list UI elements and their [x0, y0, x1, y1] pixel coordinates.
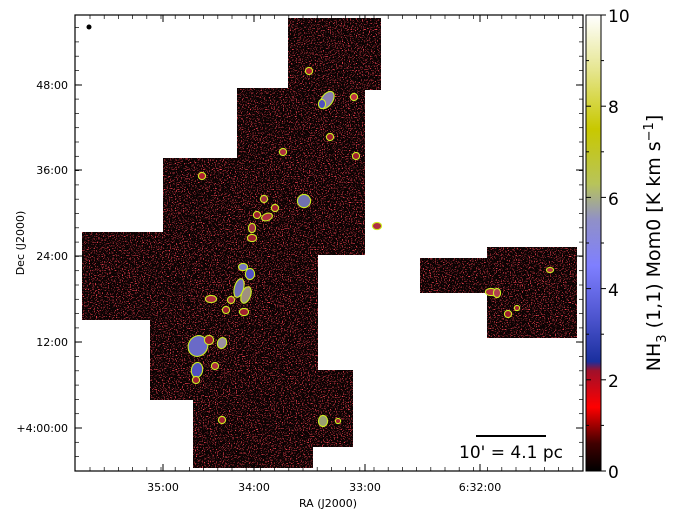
- emission-clump: [238, 307, 250, 317]
- emission-clump: [349, 92, 359, 102]
- scale-bar-label: 10' = 4.1 pc: [459, 443, 563, 463]
- emission-clump: [187, 335, 209, 357]
- colorbar-tick-label: 4: [608, 281, 619, 301]
- y-tick-label: +4:00:00: [16, 422, 68, 435]
- emission-clump: [296, 193, 312, 209]
- emission-clump: [240, 286, 252, 304]
- emission-clump: [317, 414, 329, 428]
- emission-clump: [503, 309, 513, 319]
- x-tick-labels: 35:00 34:00 33:00 6:32:00: [147, 481, 501, 494]
- emission-clump: [351, 151, 361, 161]
- y-tick-label: 24:00: [36, 250, 68, 263]
- emission-clump: [226, 295, 236, 305]
- emission-clump: [237, 262, 249, 272]
- beam-marker: [86, 24, 92, 30]
- emission-clump: [334, 417, 342, 425]
- y-tick-label: 48:00: [36, 79, 68, 92]
- colorbar-ticks: [586, 14, 606, 472]
- colorbar-label: NH3 (1,1) Mom0 [K km s−1]: [642, 115, 670, 372]
- axis-ticks: [75, 15, 583, 472]
- emission-clump: [270, 203, 280, 213]
- emission-clump: [259, 194, 269, 204]
- emission-clump: [191, 375, 201, 385]
- colorbar-tick-label: 0: [608, 463, 619, 483]
- emission-clump: [247, 222, 257, 234]
- emission-clump: [513, 304, 521, 312]
- emission-clump: [216, 336, 228, 350]
- emission-clump: [252, 210, 262, 220]
- x-tick-label: 35:00: [147, 481, 179, 494]
- emission-clump: [304, 66, 314, 76]
- emission-clump: [244, 267, 256, 281]
- emission-clump: [210, 361, 220, 371]
- x-tick-label: 34:00: [238, 481, 270, 494]
- colorbar-tick-label: 6: [608, 190, 619, 210]
- emission-clump: [203, 334, 215, 346]
- x-axis-label: RA (J2000): [299, 497, 357, 510]
- y-axis-label: Dec (J2000): [14, 211, 27, 276]
- emission-clump: [317, 98, 327, 110]
- emission-clump: [197, 171, 207, 181]
- y-tick-label: 12:00: [36, 336, 68, 349]
- y-tick-labels: +4:00:00 12:00 24:00 36:00 48:00: [16, 79, 68, 435]
- emission-clump: [261, 212, 273, 222]
- emission-clump: [217, 415, 227, 425]
- emission-clump: [278, 147, 288, 157]
- colorbar-tick-label: 2: [608, 372, 619, 392]
- emission-clump: [246, 233, 258, 243]
- y-tick-label: 36:00: [36, 164, 68, 177]
- colorbar-tick-labels: 0 2 4 6 8 10: [608, 7, 630, 483]
- colorbar-tick-label: 10: [608, 7, 630, 27]
- x-tick-label: 33:00: [349, 481, 381, 494]
- x-tick-label: 6:32:00: [459, 481, 501, 494]
- emission-clump: [325, 132, 335, 142]
- emission-clumps: [187, 66, 555, 428]
- emission-clump: [371, 221, 383, 231]
- emission-clump: [204, 294, 218, 304]
- emission-clump: [221, 305, 231, 315]
- emission-clump: [492, 287, 502, 299]
- emission-clump: [545, 266, 555, 274]
- colorbar-tick-label: 8: [608, 98, 619, 118]
